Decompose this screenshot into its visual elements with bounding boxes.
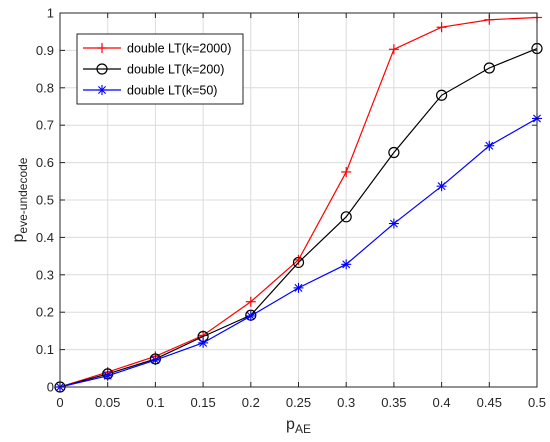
data-point [150,355,161,366]
y-tick-label: 0.7 [36,118,54,133]
legend-marker [97,85,107,95]
y-tick-label: 0.8 [36,80,54,95]
data-point [388,146,400,159]
y-tick-label: 0.9 [36,43,54,58]
data-point [292,256,305,269]
data-point [341,259,352,270]
legend-label: double LT(k=2000) [127,42,231,56]
legend-entry: double LT(k=50) [83,84,217,98]
legend-label: double LT(k=50) [127,84,217,98]
legend-marker [97,43,107,53]
data-point [102,370,113,381]
legend-marker [96,63,108,75]
y-axis-label: peve-undecode [10,157,30,242]
x-tick-label: 0.2 [242,395,260,410]
legend-entry: double LT(k=200) [83,63,224,77]
x-tick-label: 0.4 [433,395,451,410]
x-tick-label: 0.5 [528,395,546,410]
series-line [59,47,538,388]
y-tick-label: 0.1 [36,342,54,357]
x-tick-label: 0.15 [190,395,215,410]
legend-entry: double LT(k=2000) [83,42,231,56]
legend-items: double LT(k=2000) double LT(k=200) double … [83,42,231,98]
data-point [340,211,352,223]
x-tick-label: 0 [56,395,63,410]
data-point [293,282,304,293]
y-tick-label: 0 [47,380,54,395]
y-tick-label: 0.3 [36,267,54,282]
x-tick-label: 0.3 [337,395,355,410]
x-tick-label: 0.1 [146,395,164,410]
x-tick-label: 0.35 [381,395,406,410]
x-tick-label: 0.25 [286,395,311,410]
data-point [436,22,447,33]
data-point [245,296,256,307]
data-point [436,181,447,192]
axis-ticks: 0 0.05 0.1 0.15 0.2 0.25 0.3 0.35 0.4 0.45 0.5 0 0.1… [36,6,546,411]
x-axis-label-sub: AE [295,422,311,436]
y-tick-label: 0.4 [36,230,54,245]
legend-label: double LT(k=200) [127,63,224,77]
x-axis-label-main: p [286,416,295,433]
data-point [483,62,495,74]
legend: double LT(k=2000) double LT(k=200) double … [76,33,244,105]
x-axis-label: pAE [286,416,311,436]
data-point [198,337,209,348]
data-point [341,166,352,177]
data-point [436,89,448,101]
data-point [388,218,399,229]
y-axis-label-sub: eve-undecode [16,157,30,233]
y-axis-label-main: p [10,233,27,242]
y-tick-label: 1 [47,6,54,21]
data-point [388,44,399,55]
x-tick-label: 0.05 [95,395,120,410]
y-tick-label: 0.5 [36,193,54,208]
y-tick-label: 0.2 [36,305,54,320]
x-tick-label: 0.45 [477,395,502,410]
y-tick-label: 0.6 [36,155,54,170]
data-point [245,310,256,321]
data-point [484,140,495,151]
